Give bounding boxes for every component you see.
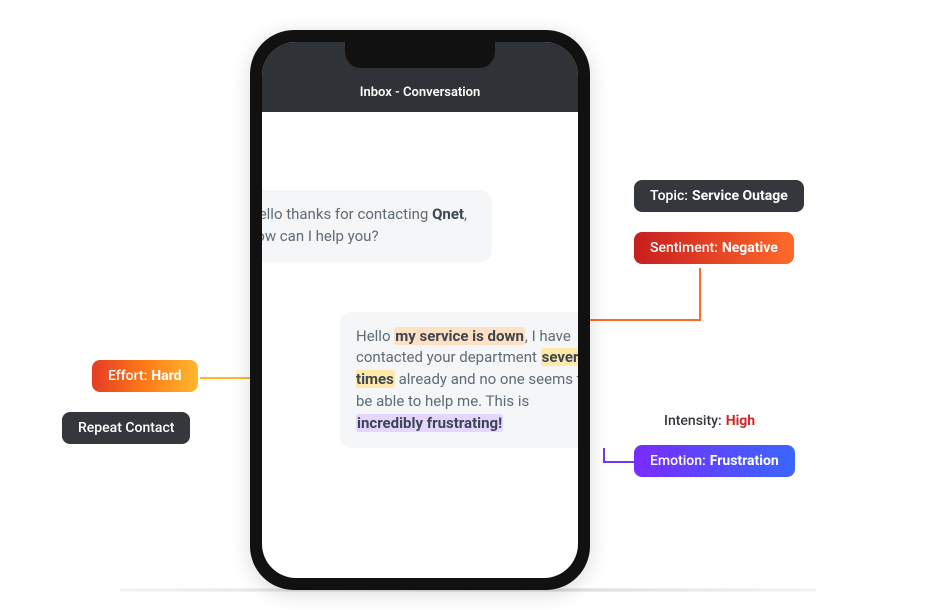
agent-brand: Qnet: [432, 205, 464, 223]
tag-sentiment: Sentiment: Negative: [634, 232, 794, 264]
ground-shadow: [120, 588, 816, 592]
phone-frame: Inbox - Conversation Hello thanks for co…: [250, 30, 590, 590]
tag-effort-value: Hard: [151, 368, 181, 384]
highlight-service-down: my service is down: [394, 327, 525, 345]
agent-text-pre: Hello thanks for contacting: [262, 205, 432, 223]
phone-notch: [345, 42, 495, 68]
tag-sentiment-value: Negative: [722, 240, 778, 256]
tag-intensity-label: Intensity:: [664, 413, 722, 429]
tag-sentiment-label: Sentiment:: [650, 240, 718, 256]
diagram-stage: Inbox - Conversation Hello thanks for co…: [0, 0, 936, 606]
message-agent: Hello thanks for contacting Qnet, how ca…: [262, 190, 492, 262]
tag-intensity: Intensity: High: [648, 405, 771, 437]
tag-topic-label: Topic:: [650, 188, 688, 204]
tag-emotion-value: Frustration: [710, 453, 779, 469]
connector-emotion: [604, 448, 634, 462]
tag-emotion-label: Emotion:: [650, 453, 706, 469]
highlight-frustrating: incredibly frustrating!: [356, 414, 503, 432]
cust-p1: Hello: [356, 327, 394, 345]
message-customer: Hello my service is down, I have contact…: [340, 312, 578, 449]
tag-topic: Topic: Service Outage: [634, 180, 804, 212]
tag-intensity-value: High: [726, 413, 755, 429]
tag-repeat-contact: Repeat Contact: [62, 412, 190, 444]
tag-repeat-label: Repeat Contact: [78, 420, 174, 436]
phone-body: Hello thanks for contacting Qnet, how ca…: [262, 112, 578, 448]
tag-effort: Effort: Hard: [92, 360, 198, 392]
tag-effort-label: Effort:: [108, 368, 147, 384]
phone-screen: Inbox - Conversation Hello thanks for co…: [262, 42, 578, 578]
tag-topic-value: Service Outage: [692, 188, 788, 204]
tag-emotion: Emotion: Frustration: [634, 445, 795, 477]
phone-header-title: Inbox - Conversation: [360, 85, 481, 100]
